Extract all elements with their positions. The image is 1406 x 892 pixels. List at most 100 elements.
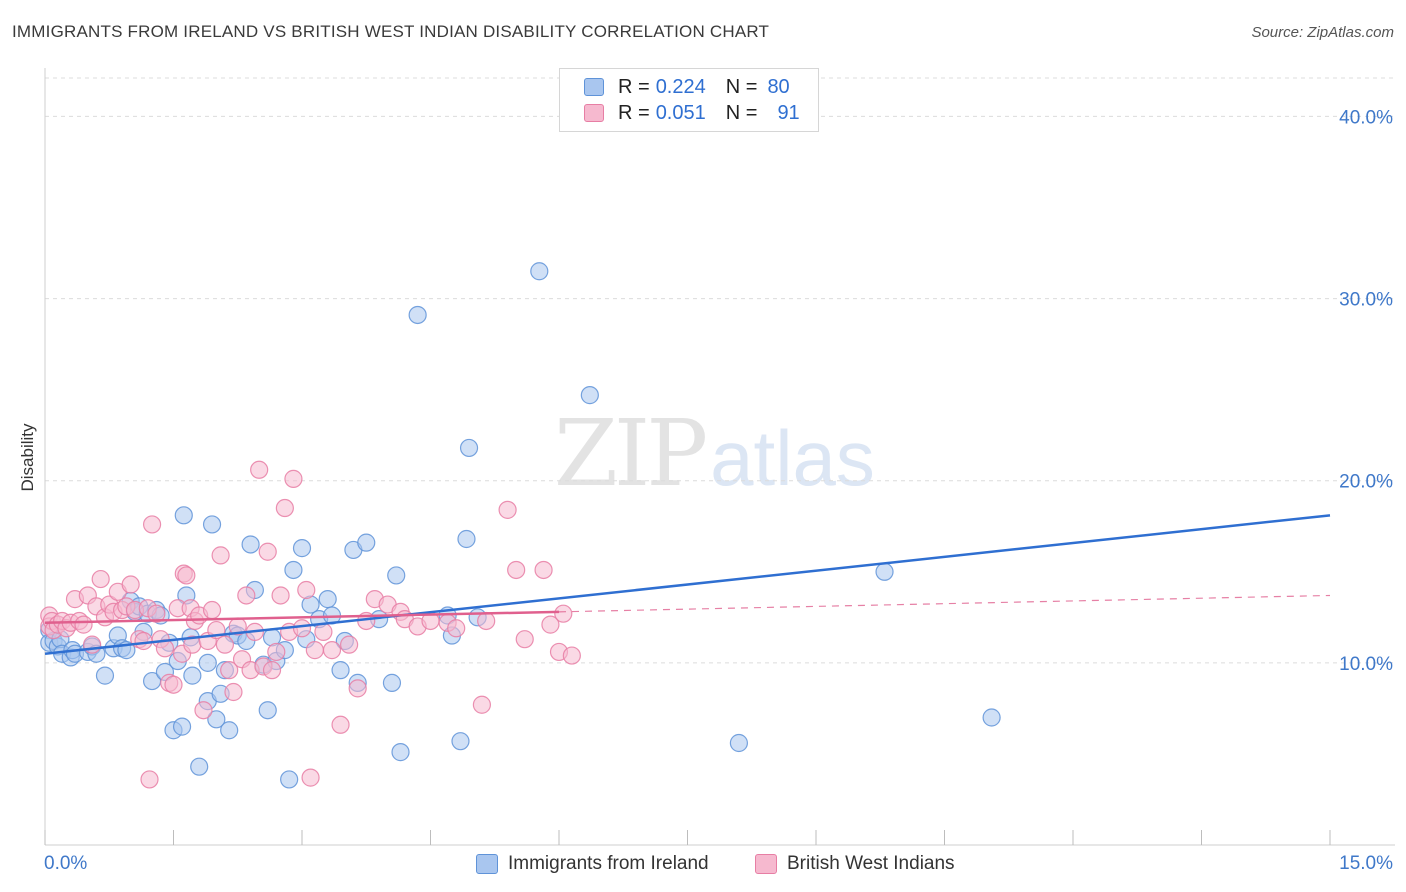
data-point	[562, 646, 581, 665]
grid-lines	[45, 77, 1395, 664]
legend-n-value: 91	[777, 101, 800, 124]
data-point	[580, 386, 599, 405]
axis-labels: 10.0% 20.0% 30.0% 40.0% 0.0% 15.0% Disability	[18, 107, 1393, 874]
data-point	[177, 566, 196, 585]
data-point	[322, 641, 342, 660]
legend-swatch-pink	[584, 104, 604, 122]
data-point	[498, 500, 517, 519]
data-point	[729, 733, 749, 753]
data-point	[515, 630, 534, 649]
data-point	[541, 615, 560, 634]
data-point	[292, 539, 312, 558]
series-ireland-points	[40, 262, 1001, 789]
data-point	[457, 529, 476, 549]
trend-line-solid	[44, 610, 560, 625]
data-point	[314, 622, 333, 641]
data-point	[215, 635, 234, 654]
y-tick-label: 20.0%	[1339, 472, 1393, 493]
data-point	[331, 661, 350, 680]
legend-n-label: N =	[725, 101, 758, 124]
data-point	[284, 469, 303, 488]
data-point	[198, 653, 217, 672]
data-point	[91, 569, 110, 589]
data-point	[202, 600, 222, 620]
data-point	[348, 679, 367, 698]
data-point	[305, 641, 324, 660]
trend-line-dashed	[558, 594, 1331, 613]
x-tick-label-max: 15.0%	[1339, 853, 1393, 874]
data-point	[284, 560, 303, 580]
data-point	[121, 575, 140, 594]
data-point	[258, 701, 277, 720]
data-point	[534, 560, 553, 580]
y-tick-label: 10.0%	[1339, 654, 1393, 675]
data-point	[250, 460, 269, 479]
bottom-legend-bwi: British West Indians	[755, 851, 955, 877]
data-point	[477, 611, 496, 631]
data-point	[408, 305, 427, 325]
legend-r-label: R =	[618, 101, 650, 124]
data-point	[142, 515, 162, 534]
legend-r-value: 0.051	[655, 101, 706, 124]
data-point	[134, 631, 153, 651]
data-point	[237, 586, 256, 605]
legend-n-value: 80	[767, 75, 790, 98]
chart-title: IMMIGRANTS FROM IRELAND VS BRITISH WEST …	[12, 22, 770, 41]
legend-r-label: R =	[618, 75, 650, 98]
bottom-legend-ireland: Immigrants from Ireland	[476, 851, 709, 877]
legend-n-label: N =	[725, 75, 758, 98]
data-point	[164, 675, 183, 694]
data-point	[241, 535, 260, 554]
data-point	[382, 673, 402, 692]
data-point	[318, 590, 337, 609]
y-axis-label: Disability	[18, 423, 37, 492]
data-point	[183, 666, 202, 685]
data-point	[391, 743, 410, 762]
data-point	[357, 533, 376, 552]
data-point	[207, 710, 226, 729]
data-point	[194, 701, 213, 720]
data-point	[262, 661, 282, 680]
data-point	[220, 661, 239, 680]
data-point	[507, 560, 526, 580]
data-point	[83, 635, 102, 654]
data-point	[554, 604, 573, 623]
data-point	[275, 498, 294, 518]
data-point	[220, 721, 239, 740]
data-point	[301, 768, 320, 787]
data-point	[292, 619, 312, 638]
legend-swatch-blue	[584, 78, 604, 96]
data-point	[258, 542, 277, 561]
data-point	[211, 546, 230, 565]
bottom-legend-swatch-pink	[755, 854, 777, 874]
data-point	[95, 666, 115, 685]
data-point	[140, 770, 159, 789]
data-point	[331, 715, 350, 734]
data-point	[190, 757, 209, 776]
y-tick-label: 40.0%	[1339, 107, 1393, 128]
data-point	[387, 566, 406, 585]
data-point	[297, 580, 316, 600]
trend-lines	[44, 514, 1331, 655]
data-point	[224, 682, 243, 702]
legend: R = 0.224 N = 80 R = 0.051 N = 91	[559, 68, 819, 132]
data-point	[459, 438, 479, 458]
data-point	[982, 708, 1001, 727]
axes	[44, 68, 1395, 846]
legend-row-ireland: R = 0.224 N = 80	[584, 74, 790, 100]
data-point	[340, 635, 359, 654]
data-point	[530, 262, 549, 281]
data-point	[472, 695, 491, 714]
bottom-legend-label-bwi: British West Indians	[787, 853, 955, 874]
data-point	[271, 586, 290, 605]
data-point	[267, 642, 286, 662]
trend-line	[44, 514, 1331, 655]
data-point	[280, 770, 299, 789]
bottom-legend-label-ireland: Immigrants from Ireland	[508, 853, 709, 874]
legend-r-value: 0.224	[655, 75, 706, 98]
data-point	[172, 717, 192, 736]
source-label: Source: ZipAtlas.com	[1251, 24, 1394, 41]
data-point	[875, 562, 894, 581]
series-bwi-points	[40, 460, 581, 789]
